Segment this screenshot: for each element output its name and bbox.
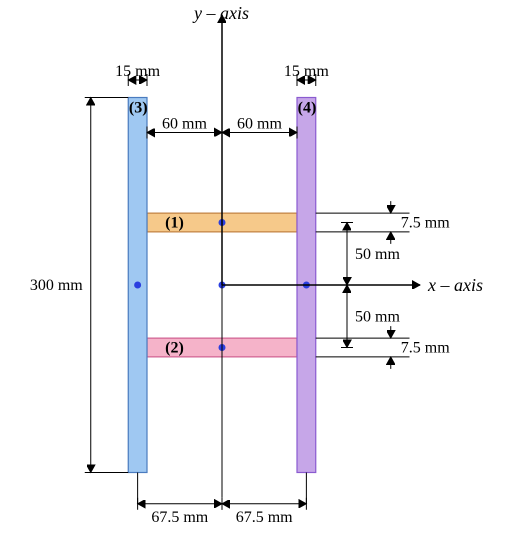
dim-off-dn-label: 50 mm [355,308,400,325]
part-label-p1: (1) [165,215,184,232]
dim-off-up-label: 50 mm [355,246,400,263]
dim-w3-label: 15 mm [115,63,160,80]
dim-h-total-label: 300 mm [30,277,83,294]
part-label-p3: (3) [129,100,148,117]
dim-cx-l-label: 67.5 mm [151,509,208,526]
dim-gap-r-label: 60 mm [237,116,282,133]
dim-t2-label: 7.5 mm [401,340,450,357]
part-label-p2: (2) [165,340,184,357]
y-axis-label: y – axis [192,3,249,23]
x-axis-label: x – axis [427,275,483,295]
dim-cx-r-label: 67.5 mm [236,509,293,526]
dim-t1-label: 7.5 mm [401,215,450,232]
dim-w4-label: 15 mm [284,63,329,80]
centroid-p3 [134,282,141,289]
part-label-p4: (4) [298,100,317,117]
dim-gap-l-label: 60 mm [162,116,207,133]
